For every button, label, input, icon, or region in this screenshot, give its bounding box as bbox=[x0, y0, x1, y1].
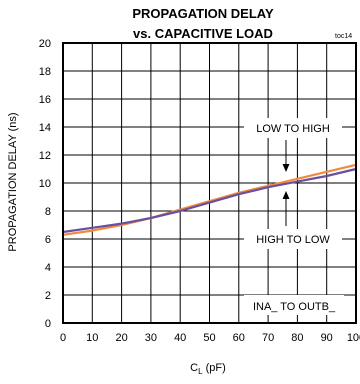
series-line-low-to-high bbox=[61, 163, 358, 236]
y-tick-label-5: 10 bbox=[39, 178, 51, 190]
annotation-low-to-high-text: LOW TO HIGH bbox=[256, 123, 330, 135]
figure-tag: toc14 bbox=[335, 33, 352, 40]
y-tick-label-6: 12 bbox=[39, 150, 51, 162]
y-axis-label: PROPAGATION DELAY (ns) bbox=[7, 112, 19, 251]
annotation-high-to-low: HIGH TO LOW bbox=[244, 191, 342, 249]
series-line-high-to-low bbox=[61, 167, 358, 234]
series-lines bbox=[61, 163, 358, 236]
annotation-low-to-high: LOW TO HIGH bbox=[244, 118, 342, 172]
y-tick-label-0: 0 bbox=[45, 318, 51, 330]
annotation-condition: INA_ TO OUTB_ bbox=[244, 295, 344, 315]
y-tick-label-4: 8 bbox=[45, 206, 51, 218]
grid-lines bbox=[62, 42, 357, 324]
annotation-high-to-low-bg bbox=[244, 229, 342, 249]
y-tick-label-8: 16 bbox=[39, 94, 51, 106]
x-tick-label-8: 80 bbox=[291, 332, 303, 344]
x-axis-label: CL (pF) bbox=[190, 362, 226, 376]
x-tick-label-1: 10 bbox=[86, 332, 98, 344]
annotation-low-to-high-arrow-head bbox=[282, 164, 290, 172]
x-tick-label-9: 90 bbox=[321, 332, 333, 344]
x-tick-label-10: 100 bbox=[347, 332, 360, 344]
x-tick-label-6: 60 bbox=[233, 332, 245, 344]
x-tick-label-7: 70 bbox=[262, 332, 274, 344]
x-axis-label-main: C bbox=[190, 362, 198, 374]
y-tick-label-9: 18 bbox=[39, 66, 51, 78]
x-axis-label-unit: (pF) bbox=[203, 362, 226, 374]
annotation-high-to-low-text: HIGH TO LOW bbox=[256, 234, 330, 246]
y-tick-labels: 0 2 4 6 8 10 12 14 16 18 20 bbox=[39, 38, 51, 330]
plot-frame bbox=[62, 42, 357, 324]
y-tick-label-3: 6 bbox=[45, 234, 51, 246]
y-tick-label-1: 2 bbox=[45, 290, 51, 302]
x-tick-labels: 0 10 20 30 40 50 60 70 80 90 100 bbox=[60, 332, 360, 344]
annotation-high-to-low-arrow-head bbox=[282, 191, 290, 199]
chart-title-line-1: PROPAGATION DELAY bbox=[132, 6, 274, 21]
x-tick-label-2: 20 bbox=[115, 332, 127, 344]
x-tick-label-5: 50 bbox=[203, 332, 215, 344]
y-tick-label-7: 14 bbox=[39, 122, 51, 134]
x-tick-label-0: 0 bbox=[60, 332, 66, 344]
x-axis-label-subscript: L bbox=[198, 367, 203, 376]
chart-title-line-2: vs. CAPACITIVE LOAD bbox=[133, 26, 273, 41]
annotation-condition-bg bbox=[244, 295, 344, 315]
y-tick-label-2: 4 bbox=[45, 262, 51, 274]
annotation-condition-text: INA_ TO OUTB_ bbox=[253, 301, 336, 313]
y-tick-label-10: 20 bbox=[39, 38, 51, 50]
x-tick-label-4: 40 bbox=[174, 332, 186, 344]
x-tick-label-3: 30 bbox=[145, 332, 157, 344]
annotation-low-to-high-bg bbox=[244, 118, 342, 138]
